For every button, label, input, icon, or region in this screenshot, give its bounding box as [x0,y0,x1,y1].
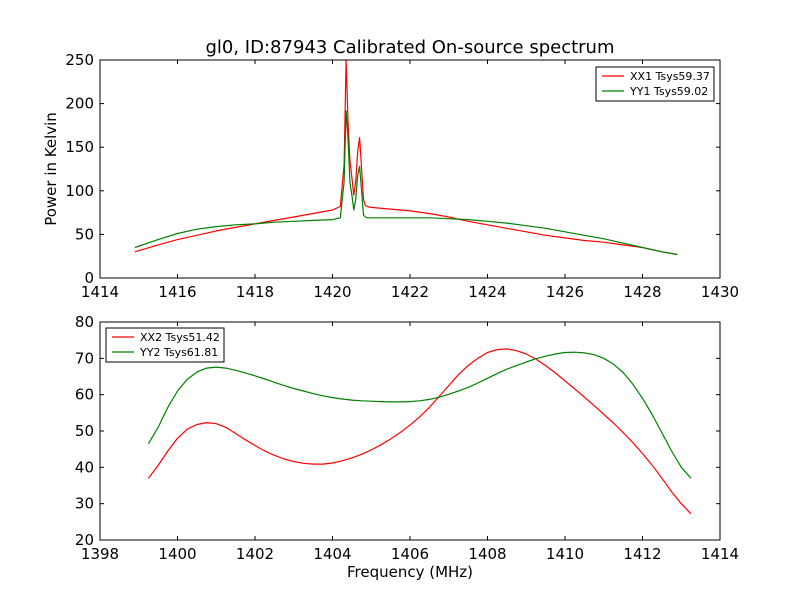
bottom-x-tick-label: 1400 [158,545,196,563]
chart-title: gl0, ID:87943 Calibrated On-source spect… [205,37,614,58]
top-y-tick-label: 0 [84,269,94,287]
top-y-tick-label: 250 [65,51,94,69]
bottom-x-tick-label: 1404 [313,545,351,563]
top-legend-label-1: XX1 Tsys59.37 [630,70,710,83]
top-y-axis-label: Power in Kelvin [42,112,60,226]
top-series-line-1 [134,59,678,256]
bottom-y-tick-label: 20 [75,531,94,549]
top-legend-box [595,66,715,102]
bottom-x-tick-label: 1398 [81,545,119,563]
bottom-series-line-2 [147,351,692,479]
bottom-y-tick-label: 70 [75,349,94,367]
bottom-x-tick-label: 1412 [623,545,661,563]
top-x-tick-label: 1422 [391,283,429,301]
bottom-y-tick-label: 60 [75,386,94,404]
bottom-panel: 1398 1400 1402 1404 1406 1408 1410 1412 1414 20 30… [75,313,739,563]
top-y-tick-label: 100 [65,182,94,200]
bottom-x-axis-label: Frequency (MHz) [347,563,473,581]
bottom-x-tick-label: 1408 [468,545,506,563]
bottom-legend-label-1: XX2 Tsys51.42 [140,331,220,344]
bottom-y-tick-label: 80 [75,313,94,331]
bottom-y-tick-label: 50 [75,422,94,440]
bottom-series-line-1 [147,348,692,515]
top-x-tick-label: 1416 [158,283,196,301]
bottom-y-tick-label: 40 [75,458,94,476]
bottom-legend-label-2: YY2 Tsys61.81 [139,346,218,359]
top-series-line-2 [134,109,678,256]
bottom-x-tick-label: 1414 [701,545,739,563]
top-x-tick-label: 1426 [546,283,584,301]
top-x-tick-label: 1414 [81,283,119,301]
top-x-tick-label: 1418 [236,283,274,301]
bottom-x-tick-label: 1410 [546,545,584,563]
bottom-x-tick-label: 1406 [391,545,429,563]
bottom-y-tick-label: 30 [75,495,94,513]
bottom-legend-box [105,327,225,363]
top-x-tick-label: 1424 [468,283,506,301]
top-panel: 1414 1416 1418 1420 1422 1424 1426 1428 1430 0 50 1… [65,51,739,301]
top-y-tick-label: 50 [75,225,94,243]
top-y-tick-label: 150 [65,138,94,156]
top-x-tick-label: 1420 [313,283,351,301]
top-x-tick-label: 1428 [623,283,661,301]
top-x-tick-label: 1430 [701,283,739,301]
top-y-tick-label: 200 [65,95,94,113]
bottom-x-tick-label: 1402 [236,545,274,563]
top-legend-label-2: YY1 Tsys59.02 [629,85,708,98]
